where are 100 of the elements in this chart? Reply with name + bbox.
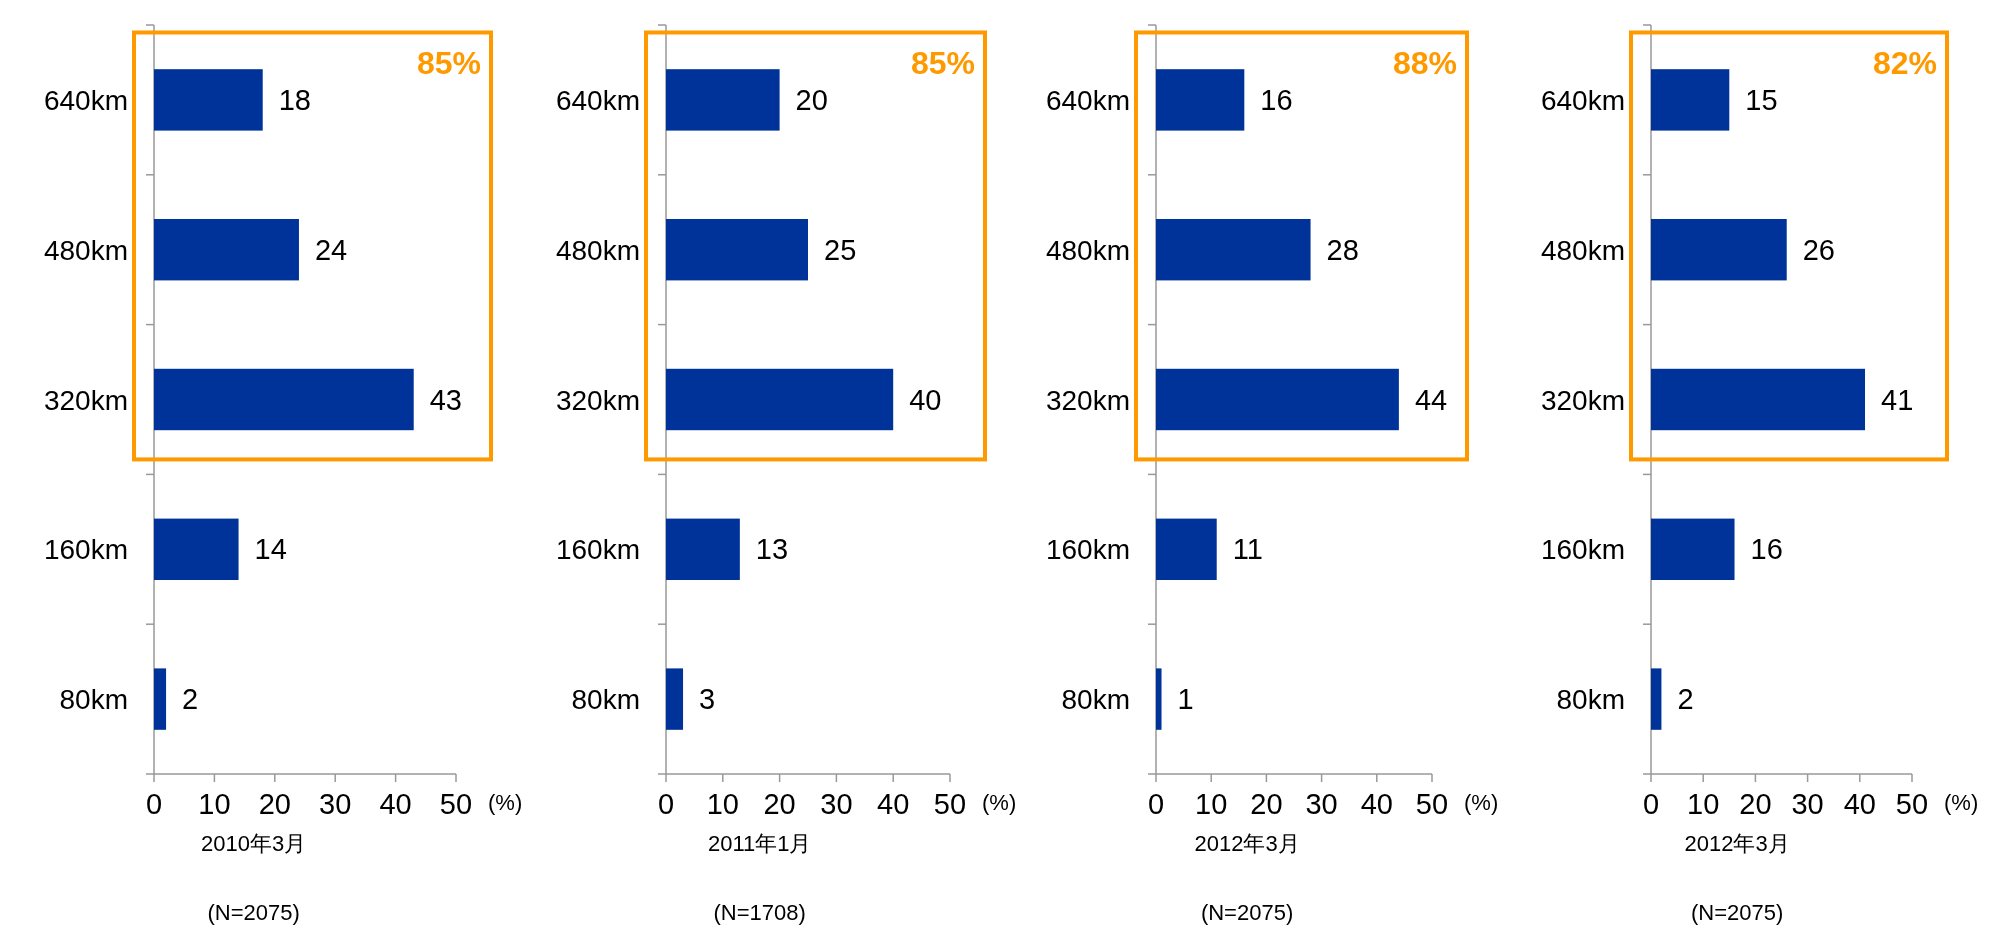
bar bbox=[1651, 668, 1662, 730]
x-tick-label: 50 bbox=[439, 788, 473, 820]
bar bbox=[1651, 518, 1735, 581]
bar bbox=[154, 69, 263, 131]
x-tick-label: 30 bbox=[1305, 788, 1338, 820]
x-tick-label: 50 bbox=[1895, 788, 1929, 820]
y-tick-label: 320km bbox=[1540, 384, 1625, 416]
data-label: 11 bbox=[1232, 533, 1263, 566]
x-tick-label: 30 bbox=[319, 788, 352, 820]
x-tick-label: 10 bbox=[1687, 788, 1720, 820]
data-label: 3 bbox=[699, 683, 716, 716]
data-label: 2 bbox=[1677, 683, 1694, 716]
data-label: 26 bbox=[1802, 233, 1835, 266]
x-tick-label: 30 bbox=[820, 788, 853, 820]
x-tick-label: 0 bbox=[1642, 788, 1660, 820]
annotation: 88% bbox=[1392, 45, 1457, 82]
bar bbox=[1156, 668, 1162, 730]
data-label: 2 bbox=[182, 683, 199, 716]
annotation: 85% bbox=[416, 45, 481, 82]
data-label: 20 bbox=[795, 83, 828, 116]
data-label: 13 bbox=[755, 533, 789, 566]
data-label: 18 bbox=[278, 83, 311, 116]
y-tick-label: 480km bbox=[1540, 234, 1625, 266]
data-label: 28 bbox=[1326, 233, 1359, 266]
data-label: 15 bbox=[1745, 83, 1778, 116]
data-label: 43 bbox=[429, 383, 462, 416]
x-tick-label: 20 bbox=[1250, 788, 1283, 820]
x-tick-label: 0 bbox=[1147, 788, 1165, 820]
y-tick-label: 160km bbox=[43, 534, 128, 566]
data-label: 41 bbox=[1881, 383, 1914, 416]
bar bbox=[666, 69, 780, 131]
x-tick-label: 0 bbox=[657, 788, 675, 820]
bar bbox=[1651, 368, 1866, 431]
y-tick-label: 160km bbox=[1540, 534, 1625, 566]
text: (N=2075) bbox=[1690, 900, 1784, 925]
annotation: 85% bbox=[910, 45, 975, 82]
data-label: 44 bbox=[1414, 383, 1448, 416]
bar bbox=[154, 668, 167, 730]
text: 2010年3月 bbox=[201, 831, 307, 856]
y-tick-label: 640km bbox=[43, 84, 128, 116]
y-tick-label: 640km bbox=[555, 84, 640, 116]
bar bbox=[666, 368, 894, 431]
bar bbox=[1156, 368, 1399, 431]
y-tick-label: 80km bbox=[1061, 684, 1130, 716]
bar bbox=[154, 218, 299, 281]
x-axis-title: (%) bbox=[1464, 790, 1499, 815]
x-tick-label: 50 bbox=[933, 788, 967, 820]
data-label: 1 bbox=[1177, 683, 1194, 716]
x-axis-title: (%) bbox=[982, 790, 1017, 815]
x-tick-label: 40 bbox=[1360, 788, 1393, 820]
x-tick-label: 10 bbox=[706, 788, 739, 820]
bar bbox=[1156, 518, 1217, 581]
data-label: 40 bbox=[909, 383, 942, 416]
x-tick-label: 40 bbox=[1843, 788, 1876, 820]
x-tick-label: 0 bbox=[145, 788, 163, 820]
data-label: 16 bbox=[1260, 83, 1293, 116]
text: 2012年3月 bbox=[1194, 831, 1300, 856]
bar bbox=[154, 368, 414, 431]
x-tick-label: 30 bbox=[1791, 788, 1824, 820]
data-label: 14 bbox=[254, 533, 287, 566]
y-tick-label: 640km bbox=[1540, 84, 1625, 116]
bar bbox=[1651, 218, 1787, 281]
x-tick-label: 40 bbox=[379, 788, 412, 820]
bar bbox=[1156, 218, 1311, 281]
y-tick-label: 480km bbox=[555, 234, 640, 266]
y-tick-label: 320km bbox=[555, 384, 640, 416]
annotation: 82% bbox=[1872, 45, 1937, 82]
bar bbox=[1651, 69, 1730, 131]
y-tick-label: 320km bbox=[1045, 384, 1130, 416]
y-tick-label: 80km bbox=[1556, 684, 1625, 716]
x-tick-label: 20 bbox=[258, 788, 291, 820]
x-tick-label: 20 bbox=[1739, 788, 1772, 820]
y-tick-label: 320km bbox=[43, 384, 128, 416]
y-tick-label: 160km bbox=[1045, 534, 1130, 566]
data-label: 24 bbox=[314, 233, 348, 266]
x-axis-title: (%) bbox=[488, 790, 523, 815]
y-tick-label: 480km bbox=[43, 234, 128, 266]
x-tick-label: 20 bbox=[763, 788, 796, 820]
bar bbox=[666, 218, 808, 281]
bar bbox=[1156, 69, 1245, 131]
text: 2011年1月 bbox=[707, 831, 812, 856]
x-tick-label: 40 bbox=[877, 788, 910, 820]
y-tick-label: 80km bbox=[571, 684, 640, 716]
bar bbox=[154, 518, 239, 581]
y-tick-label: 640km bbox=[1045, 84, 1130, 116]
text: 2012年3月 bbox=[1684, 831, 1790, 856]
y-tick-label: 160km bbox=[555, 534, 640, 566]
data-label: 25 bbox=[824, 233, 857, 266]
y-tick-label: 480km bbox=[1045, 234, 1130, 266]
text: (N=2075) bbox=[1200, 900, 1294, 925]
bar bbox=[666, 518, 740, 581]
text: (N=2075) bbox=[207, 900, 300, 925]
x-axis-title: (%) bbox=[1944, 790, 1979, 815]
x-tick-label: 50 bbox=[1415, 788, 1449, 820]
bar bbox=[666, 668, 684, 730]
x-tick-label: 10 bbox=[1195, 788, 1228, 820]
text: (N=1708) bbox=[713, 900, 806, 925]
y-tick-label: 80km bbox=[59, 684, 128, 716]
x-tick-label: 10 bbox=[198, 788, 231, 820]
data-label: 16 bbox=[1750, 533, 1783, 566]
